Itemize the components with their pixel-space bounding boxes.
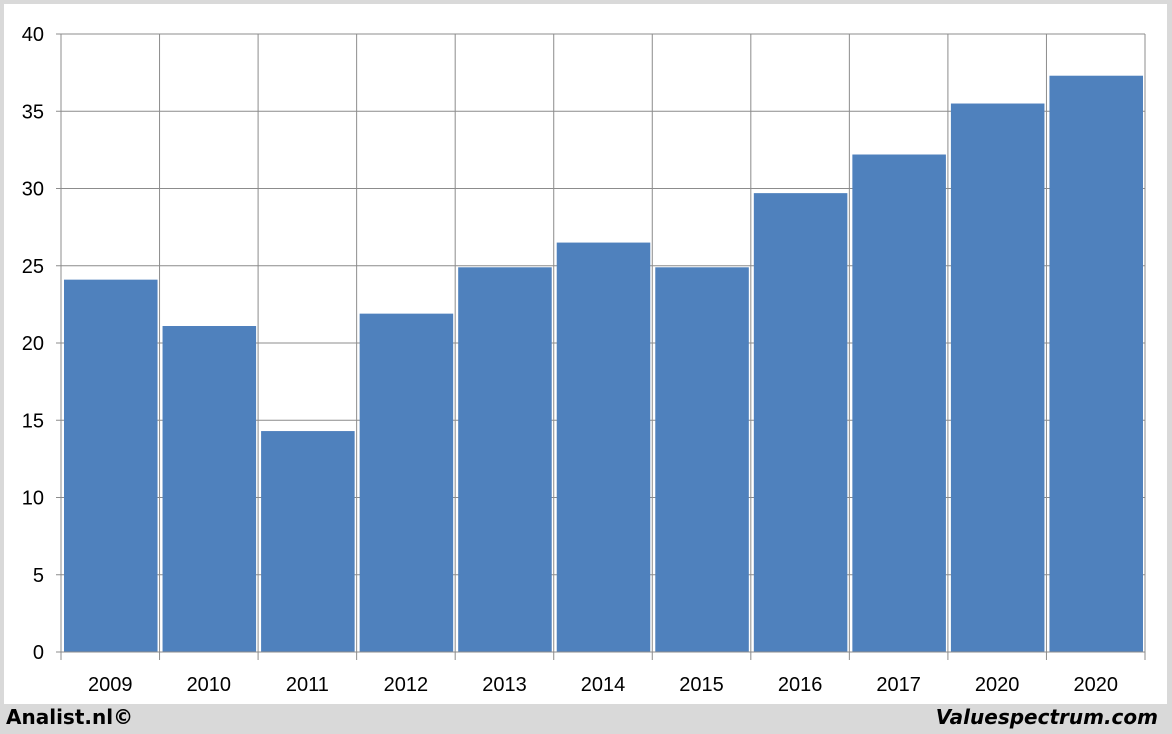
- source-credit-right: Valuespectrum.com: [935, 705, 1158, 729]
- bar: [753, 193, 848, 652]
- x-tick-label: 2010: [187, 674, 232, 696]
- x-tick-label: 2015: [679, 674, 724, 696]
- source-credit-left: Analist.nl©: [6, 705, 134, 729]
- bar: [162, 326, 257, 652]
- bar: [655, 267, 749, 652]
- x-tick-label: 2016: [778, 674, 823, 696]
- x-tick-label: 2009: [88, 674, 133, 696]
- x-tick-label: 2020: [1073, 674, 1118, 696]
- y-tick-label: 10: [22, 488, 44, 510]
- x-tick-label: 2020: [975, 674, 1020, 696]
- y-tick-label: 20: [22, 333, 44, 355]
- bar: [1049, 75, 1143, 653]
- y-tick-label: 40: [22, 24, 44, 46]
- y-tick-label: 25: [22, 256, 44, 278]
- x-tick-label: 2014: [581, 674, 626, 696]
- y-tick-label: 5: [33, 565, 44, 587]
- y-tick-label: 15: [22, 410, 44, 432]
- x-tick-label: 2012: [384, 674, 429, 696]
- x-tick-label: 2011: [286, 674, 329, 696]
- bar-chart: 0 5 10 15 20 25 30 35 40 2009 2010 2011 2012 2013 2014…: [22, 24, 1146, 696]
- bar: [359, 313, 454, 652]
- bar: [64, 279, 158, 652]
- bar: [852, 154, 946, 652]
- plot-panel: 0 5 10 15 20 25 30 35 40 2009 2010 2011 2012 2013 2014…: [4, 4, 1167, 704]
- bar: [458, 267, 552, 652]
- x-tick-label: 2017: [876, 674, 921, 696]
- bar: [556, 242, 651, 652]
- y-tick-label: 30: [22, 179, 44, 201]
- bar: [950, 103, 1045, 652]
- bar: [261, 431, 355, 652]
- x-tick-label: 2013: [482, 674, 527, 696]
- y-tick-label: 35: [22, 101, 44, 123]
- y-tick-label: 0: [33, 642, 44, 664]
